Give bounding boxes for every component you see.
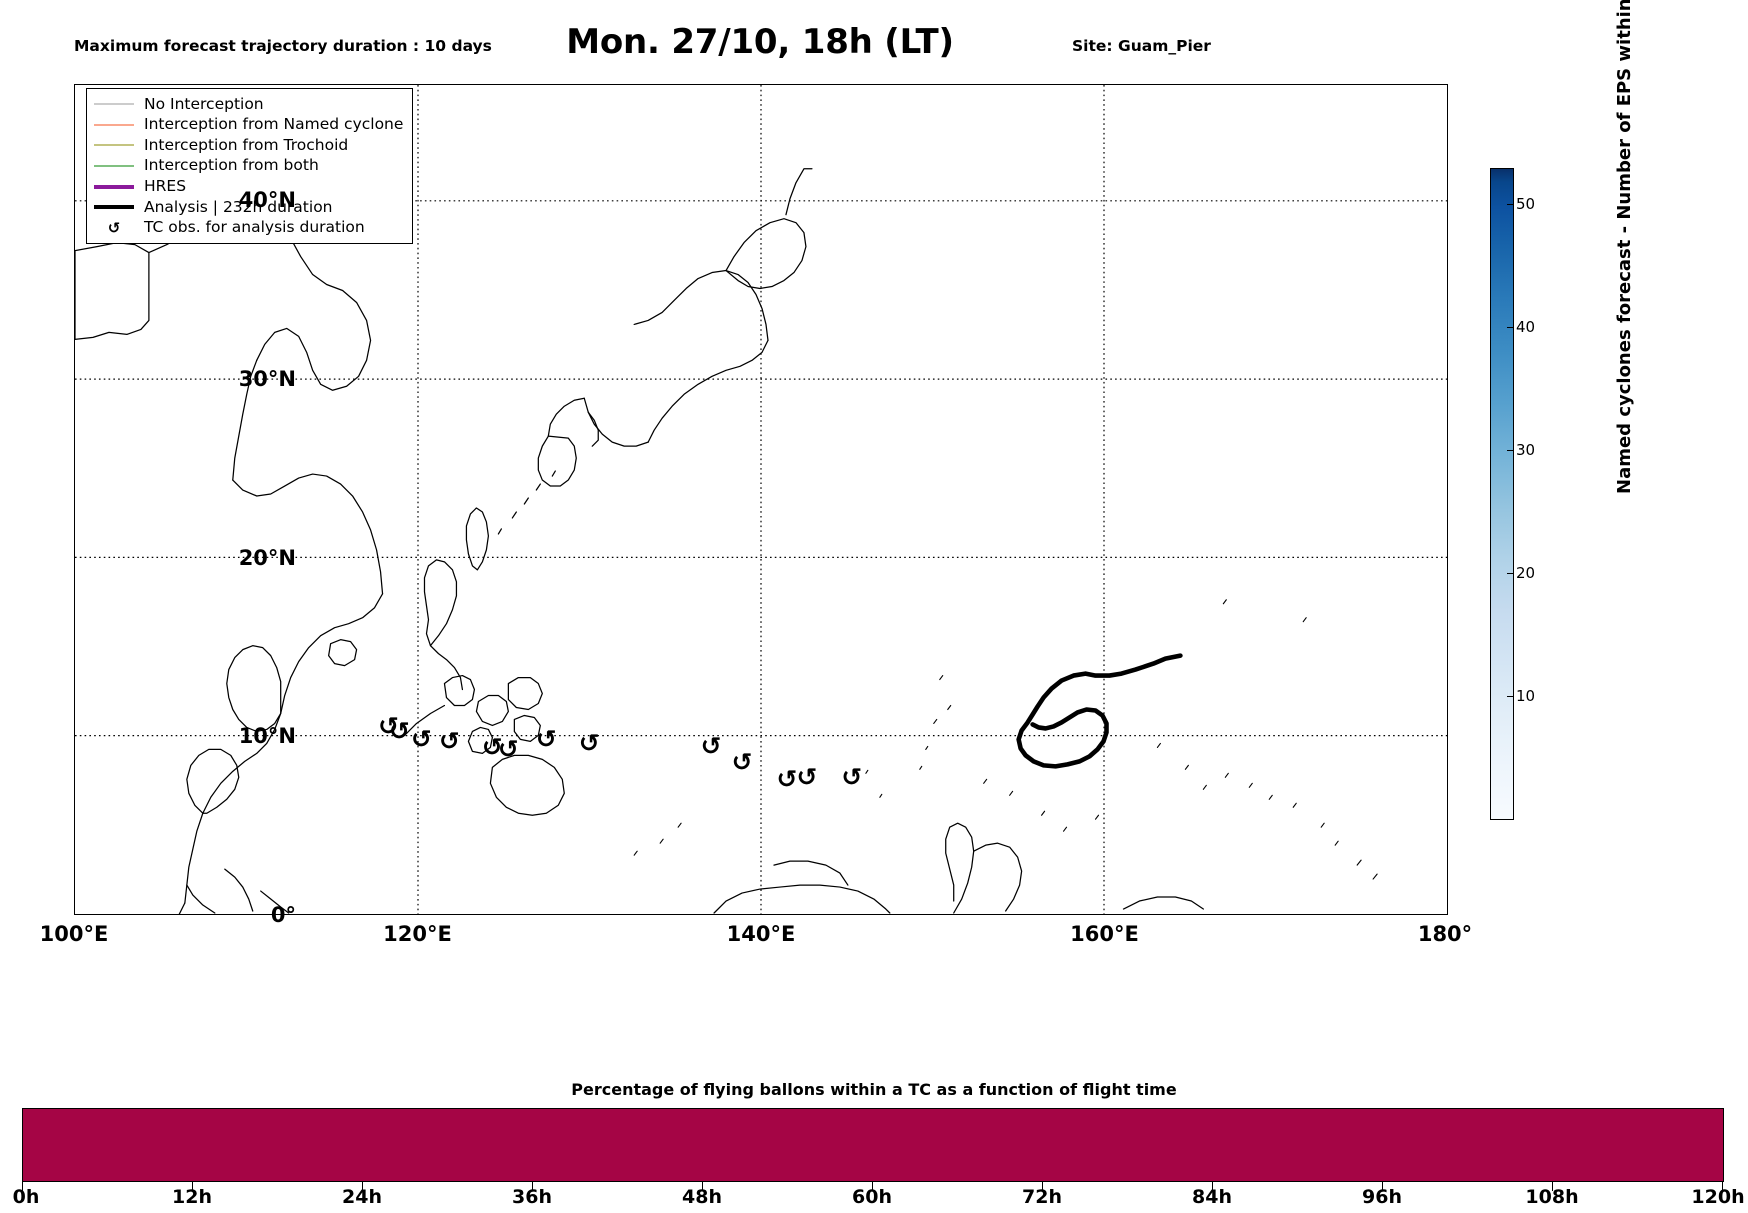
cyclone-marker: ↺	[701, 731, 722, 760]
line-swatch-grey	[94, 97, 134, 111]
colorbar	[1490, 168, 1514, 820]
pct-tick-60h: 60h	[852, 1186, 892, 1208]
percentage-bar-title: Percentage of flying ballons within a TC…	[571, 1080, 1177, 1099]
ytick-10: 10°N	[238, 724, 296, 749]
line-swatch-black	[94, 200, 134, 214]
xtick-180: 180°	[1417, 922, 1473, 946]
pct-tick-36h: 36h	[512, 1186, 552, 1208]
site-text: Site: Guam_Pier	[1072, 36, 1211, 55]
colorbar-tick-20: 20	[1506, 563, 1536, 582]
cyclone-marker: ↺	[732, 747, 753, 776]
cyclone-marker-icon: ↺	[107, 218, 121, 237]
cyclone-marker: ↺	[579, 728, 600, 757]
legend-label: Interception from both	[144, 156, 319, 175]
ytick-40: 40°N	[238, 188, 296, 213]
pct-tick-48h: 48h	[682, 1186, 722, 1208]
xtick-100E: 100°E	[39, 922, 109, 946]
cyclone-marker: ↺	[536, 724, 557, 753]
colorbar-tick-50: 50	[1506, 194, 1536, 213]
ytick-0: 0°	[270, 903, 296, 927]
cyclone-marker: ↺	[482, 732, 503, 761]
ytick-30: 30°N	[238, 366, 296, 391]
cyclone-marker: ↺	[796, 762, 817, 791]
pct-tick-24h: 24h	[342, 1186, 382, 1208]
legend-label: TC obs. for analysis duration	[144, 218, 365, 237]
tc-observation-markers: ↺ ↺ ↺ ↺ ↺ ↺ ↺ ↺ ↺ ↺ ↺ ↺ ↺	[378, 711, 862, 793]
pct-tick-72h: 72h	[1022, 1186, 1062, 1208]
legend-item-analysis: Analysis | 232h duration	[94, 197, 403, 218]
legend-item-named-cyclone: Interception from Named cyclone	[94, 115, 403, 136]
legend-label: Analysis | 232h duration	[144, 197, 333, 216]
coastline-paths	[75, 168, 1378, 914]
xtick-120E: 120°E	[383, 922, 452, 946]
cyclone-marker: ↺	[777, 764, 798, 793]
pct-tick-84h: 84h	[1192, 1186, 1232, 1208]
colorbar-gradient	[1491, 169, 1513, 819]
colorbar-label: Named cyclones forecast - Number of EPS …	[1614, 0, 1635, 494]
map-gridlines	[75, 85, 1447, 914]
line-swatch-olive	[94, 138, 134, 152]
line-swatch-purple	[94, 180, 134, 194]
percentage-bar-fill	[23, 1109, 1723, 1181]
page-title: Mon. 27/10, 18h (LT)	[566, 22, 954, 62]
cyclone-marker: ↺	[498, 734, 519, 763]
cyclone-marker: ↺	[841, 762, 862, 791]
colorbar-tick-40: 40	[1506, 317, 1536, 336]
colorbar-tick-10: 10	[1506, 686, 1536, 705]
cyclone-marker: ↺	[439, 726, 460, 755]
legend-label: HRES	[144, 176, 187, 195]
xtick-160E: 160°E	[1070, 922, 1139, 946]
max-duration-text: Maximum forecast trajectory duration : 1…	[74, 36, 492, 55]
colorbar-tick-30: 30	[1506, 440, 1536, 459]
legend-label: Interception from Trochoid	[144, 135, 349, 154]
legend-label: No Interception	[144, 94, 264, 113]
legend-item-trochoid: Interception from Trochoid	[94, 135, 403, 156]
pct-tick-0h: 0h	[12, 1186, 40, 1208]
analysis-track	[1016, 653, 1183, 769]
pct-tick-12h: 12h	[172, 1186, 212, 1208]
legend-item-tc-obs: ↺ TC obs. for analysis duration	[94, 218, 403, 239]
pct-tick-108h: 108h	[1525, 1186, 1579, 1208]
line-swatch-orange	[94, 118, 134, 132]
line-swatch-green	[94, 159, 134, 173]
map-legend: No Interception Interception from Named …	[86, 88, 414, 245]
xtick-140E: 140°E	[726, 922, 796, 946]
pct-tick-96h: 96h	[1362, 1186, 1402, 1208]
legend-item-no-interception: No Interception	[94, 94, 403, 115]
pct-tick-120h: 120h	[1691, 1186, 1745, 1208]
cyclone-marker: ↺	[378, 711, 399, 740]
ytick-20: 20°N	[238, 545, 296, 570]
legend-item-hres: HRES	[94, 176, 403, 197]
legend-label: Interception from Named cyclone	[144, 115, 404, 134]
legend-item-both: Interception from both	[94, 156, 403, 177]
cyclone-marker: ↺	[411, 724, 432, 753]
percentage-bar-plot	[22, 1108, 1724, 1182]
map-svg-canvas: ↺ ↺ ↺ ↺ ↺ ↺ ↺ ↺ ↺ ↺ ↺ ↺ ↺	[75, 85, 1447, 914]
cyclone-marker: ↺	[389, 716, 410, 745]
